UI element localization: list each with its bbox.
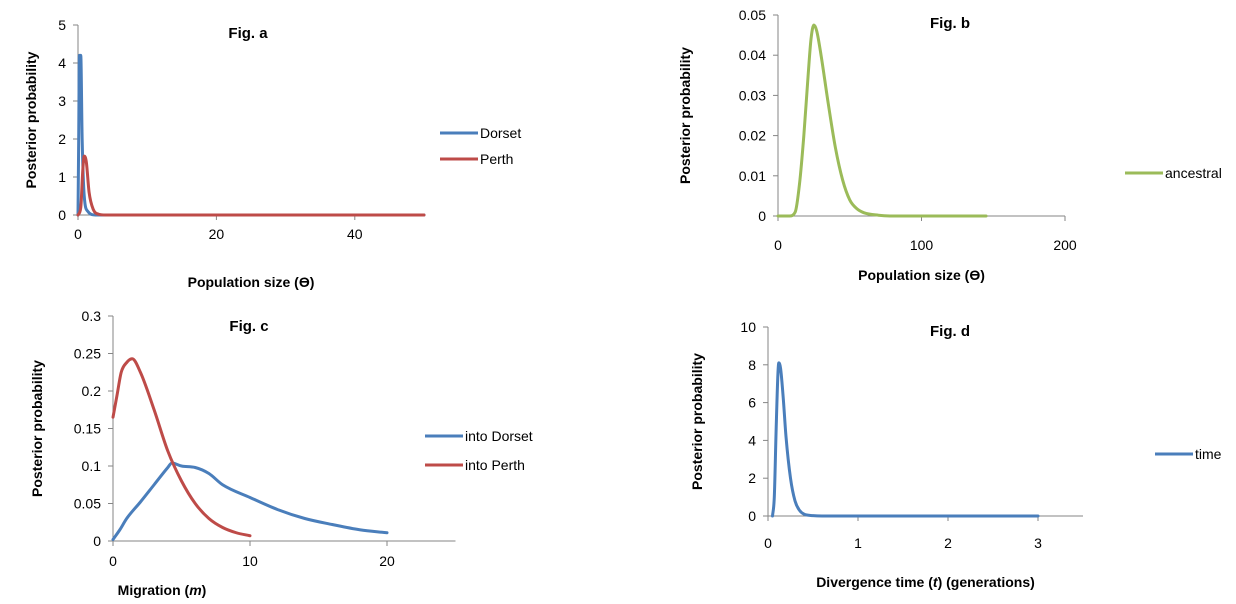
y-tick-label: 0.05 bbox=[739, 7, 766, 23]
x-tick-label: 200 bbox=[1053, 237, 1077, 253]
series-line-dorset bbox=[76, 53, 426, 217]
y-axis-title: Posterior probability bbox=[677, 47, 693, 184]
series-line-into-dorset bbox=[111, 461, 389, 541]
legend-label-into-dorset: into Dorset bbox=[465, 428, 533, 444]
legend-label-perth: Perth bbox=[480, 151, 513, 167]
y-tick-label: 0.01 bbox=[739, 168, 766, 184]
chart-title: Fig. c bbox=[229, 318, 268, 335]
x-axis-title: Population size (ϴ) bbox=[188, 274, 315, 290]
y-axis-title: Posterior probability bbox=[23, 51, 39, 188]
x-tick-label: 2 bbox=[944, 535, 952, 551]
legend-label-dorset: Dorset bbox=[480, 125, 521, 141]
x-tick-label: 10 bbox=[242, 553, 258, 569]
y-tick-label: 0.03 bbox=[739, 87, 766, 103]
y-tick-label: 8 bbox=[748, 357, 756, 373]
chart-title: Fig. b bbox=[930, 15, 970, 32]
legend-label-into-perth: into Perth bbox=[465, 457, 525, 473]
x-tick-label: 20 bbox=[209, 226, 225, 242]
x-tick-label: 0 bbox=[109, 553, 117, 569]
legend-label-ancestral: ancestral bbox=[1165, 165, 1222, 181]
x-tick-label: 40 bbox=[347, 226, 363, 242]
series-line-ancestral bbox=[776, 23, 988, 218]
y-tick-label: 1 bbox=[58, 169, 66, 185]
y-tick-label: 0.05 bbox=[74, 496, 101, 512]
chart-d: 0 2 4 6 8 10 0 1 2 3 Fig. d Posterior probability Di… bbox=[689, 319, 1222, 590]
y-tick-label: 0 bbox=[748, 508, 756, 524]
x-tick-label: 1 bbox=[854, 535, 862, 551]
x-tick-label: 0 bbox=[764, 535, 772, 551]
y-tick-label: 0.2 bbox=[82, 383, 102, 399]
chart-b: 0 0.01 0.02 0.03 0.04 0.05 0 100 200 Fig. b Poster… bbox=[677, 7, 1222, 283]
x-axis-title: Population size (ϴ) bbox=[858, 267, 985, 283]
x-axis-title: Divergence time (t) (generations) bbox=[816, 574, 1035, 590]
x-tick-label: 0 bbox=[74, 226, 82, 242]
y-axis-title: Posterior probability bbox=[29, 360, 45, 497]
legend-label-time: time bbox=[1195, 446, 1222, 462]
y-tick-label: 0 bbox=[58, 207, 66, 223]
y-tick-label: 0.25 bbox=[74, 346, 101, 362]
y-tick-label: 5 bbox=[58, 17, 66, 33]
y-tick-label: 0.3 bbox=[82, 308, 102, 324]
y-tick-label: 0.15 bbox=[74, 421, 101, 437]
y-tick-label: 0 bbox=[93, 533, 101, 549]
x-tick-label: 20 bbox=[379, 553, 395, 569]
x-tick-label: 100 bbox=[910, 237, 934, 253]
series-line-into-perth bbox=[111, 357, 252, 538]
y-tick-label: 6 bbox=[748, 395, 756, 411]
y-tick-label: 3 bbox=[58, 93, 66, 109]
y-axis-title: Posterior probability bbox=[689, 353, 705, 490]
series-line-perth bbox=[76, 154, 426, 217]
y-tick-label: 4 bbox=[748, 432, 756, 448]
y-tick-label: 10 bbox=[740, 319, 756, 335]
y-tick-label: 0.04 bbox=[739, 47, 766, 63]
series-line-time bbox=[771, 361, 1040, 518]
chart-a: 0 1 2 3 4 5 0 20 40 Fig. a Posterior probability Po… bbox=[23, 17, 521, 290]
y-tick-label: 2 bbox=[748, 470, 756, 486]
y-tick-label: 2 bbox=[58, 131, 66, 147]
y-tick-label: 0.02 bbox=[739, 128, 766, 144]
chart-title: Fig. a bbox=[228, 25, 268, 42]
x-tick-label: 0 bbox=[774, 237, 782, 253]
y-tick-label: 0 bbox=[758, 208, 766, 224]
chart-c: 0 0.05 0.1 0.15 0.2 0.25 0.3 0 10 20 Fig. c Posteri… bbox=[29, 308, 533, 598]
x-tick-label: 3 bbox=[1034, 535, 1042, 551]
chart-title: Fig. d bbox=[930, 323, 970, 340]
y-tick-label: 0.1 bbox=[82, 458, 102, 474]
y-tick-label: 4 bbox=[58, 55, 66, 71]
x-axis-title: Migration (m) bbox=[118, 582, 207, 598]
